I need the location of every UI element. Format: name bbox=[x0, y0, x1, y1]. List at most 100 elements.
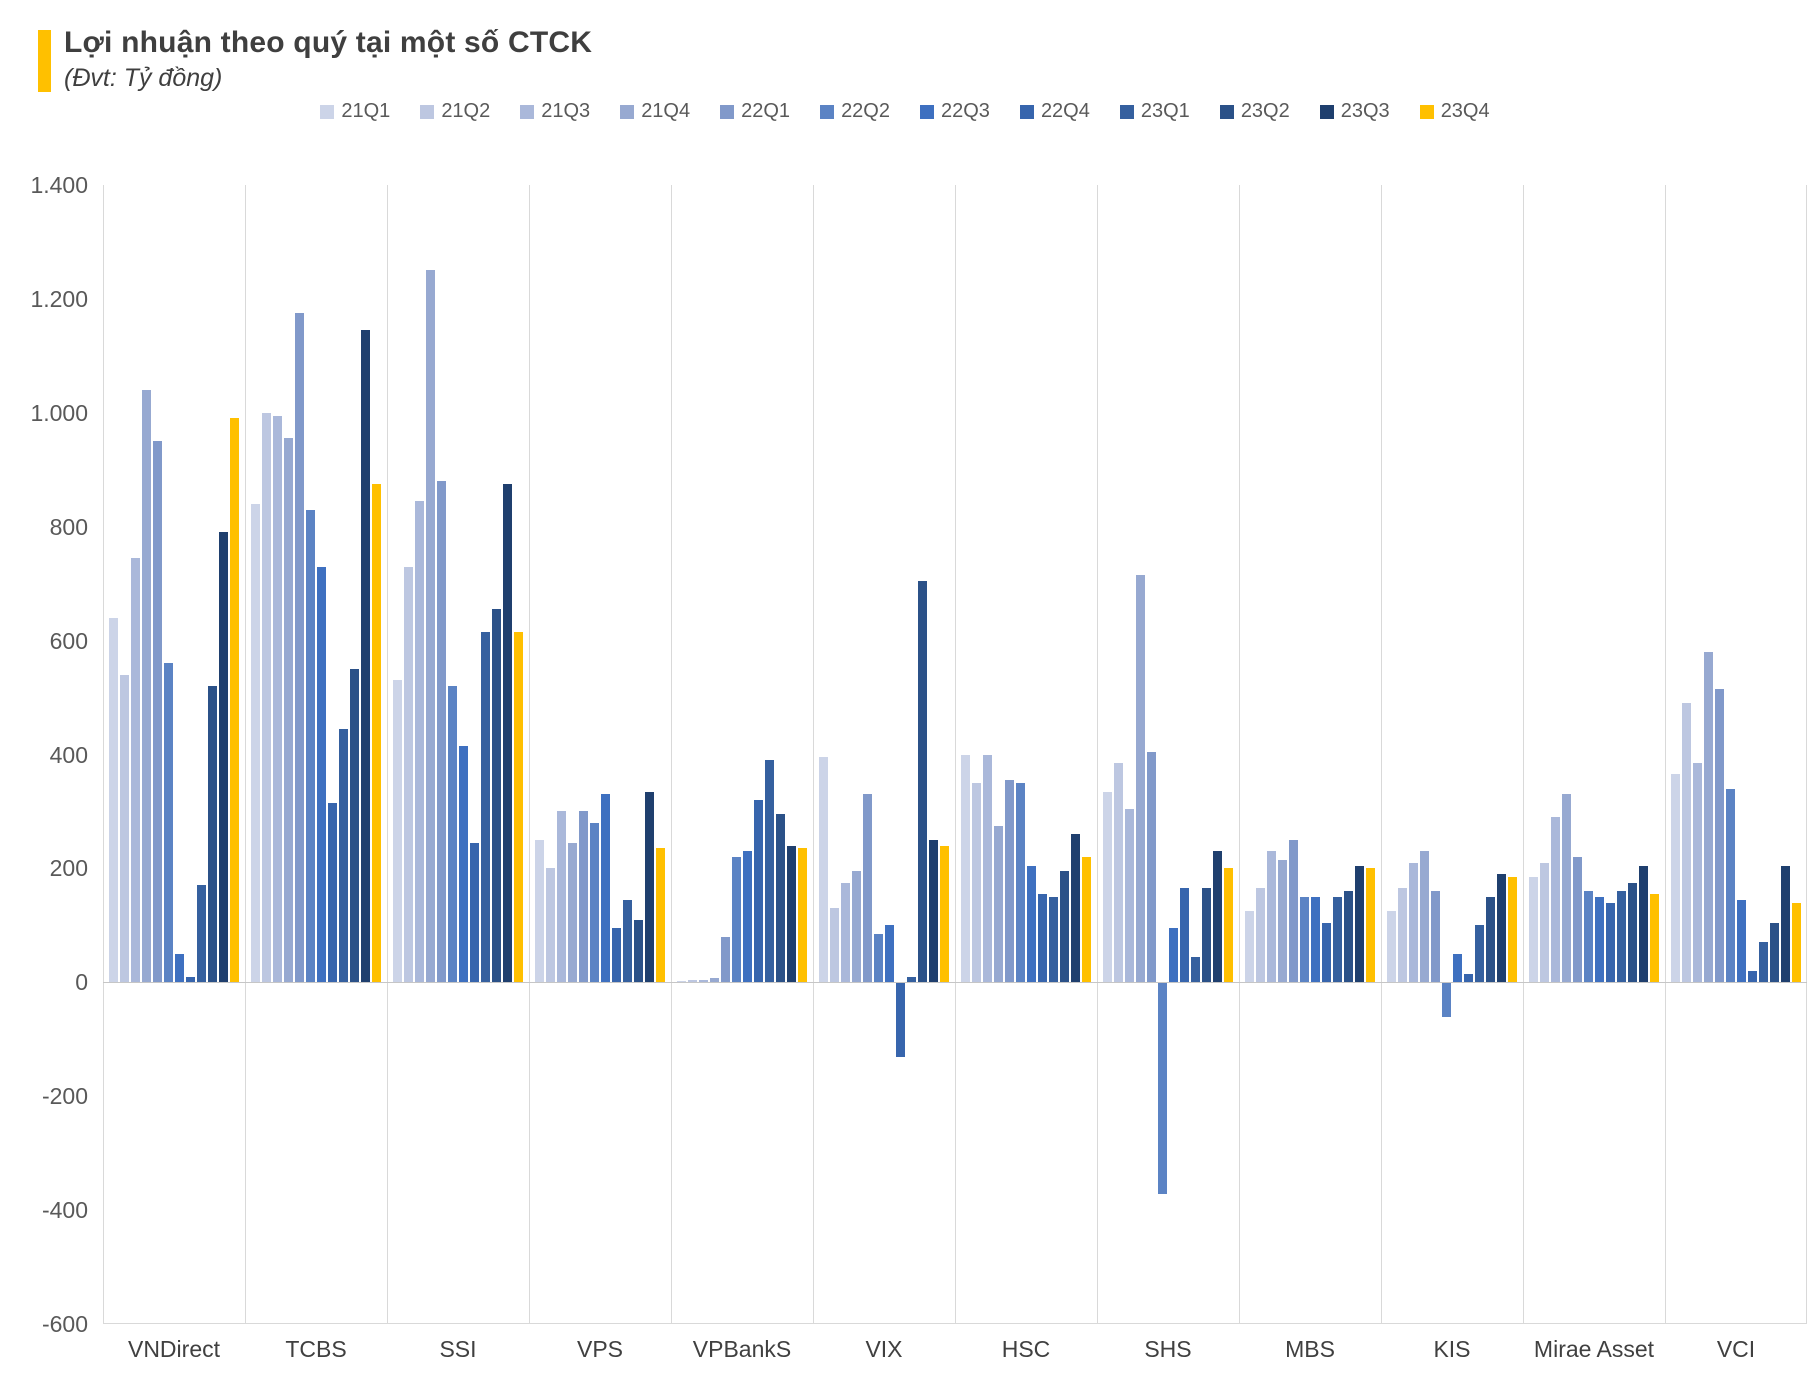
bar-22Q3 bbox=[1737, 899, 1746, 983]
bar-group-mirae-asset bbox=[1523, 185, 1665, 1324]
bar-23Q3 bbox=[645, 791, 654, 983]
bar-23Q1 bbox=[481, 632, 490, 983]
bar-22Q1 bbox=[295, 313, 304, 983]
bar-22Q3 bbox=[459, 745, 468, 983]
category-gridline bbox=[1806, 185, 1807, 1324]
x-axis-label: VNDirect bbox=[127, 1336, 220, 1362]
bar-23Q3 bbox=[1355, 865, 1364, 983]
legend-label: 21Q1 bbox=[341, 100, 391, 122]
y-tick-label: -200 bbox=[41, 1083, 88, 1110]
y-tick-label: 200 bbox=[49, 855, 88, 882]
legend-item-22Q1: 22Q1 bbox=[720, 100, 790, 123]
bar-22Q2 bbox=[1584, 891, 1593, 983]
bar-23Q1 bbox=[623, 899, 632, 983]
category-gridline bbox=[1381, 185, 1382, 1324]
bar-22Q1 bbox=[1715, 689, 1724, 983]
y-tick-label: 0 bbox=[75, 969, 88, 996]
bar-23Q3 bbox=[1781, 865, 1790, 983]
legend-label: 22Q1 bbox=[741, 100, 791, 122]
bar-23Q3 bbox=[219, 532, 228, 983]
bar-21Q2 bbox=[262, 412, 271, 983]
bar-23Q2 bbox=[918, 580, 927, 983]
bar-23Q4 bbox=[656, 848, 665, 983]
bar-23Q1 bbox=[907, 976, 916, 983]
bar-group-vci bbox=[1665, 185, 1807, 1324]
bar-21Q4 bbox=[710, 977, 719, 983]
bar-22Q2 bbox=[1158, 983, 1167, 1194]
category-gridline bbox=[1523, 185, 1524, 1324]
bar-21Q4 bbox=[1278, 859, 1287, 983]
bar-group-vix bbox=[813, 185, 955, 1324]
legend-item-22Q2: 22Q2 bbox=[820, 100, 890, 123]
bar-23Q2 bbox=[634, 919, 643, 983]
x-axis-label: HSC bbox=[1001, 1336, 1051, 1362]
x-axis-label: Mirae Asset bbox=[1533, 1336, 1655, 1362]
bar-22Q1 bbox=[721, 936, 730, 983]
bar-21Q2 bbox=[546, 868, 555, 983]
bar-23Q1 bbox=[765, 760, 774, 983]
plot-area bbox=[103, 185, 1807, 1324]
bar-23Q2 bbox=[1628, 882, 1637, 983]
bar-21Q2 bbox=[1256, 888, 1265, 983]
bar-21Q2 bbox=[404, 566, 413, 983]
bar-22Q1 bbox=[1431, 891, 1440, 983]
bar-22Q3 bbox=[1453, 953, 1462, 983]
bar-21Q2 bbox=[1398, 888, 1407, 983]
bar-22Q4 bbox=[1606, 902, 1615, 983]
bar-23Q4 bbox=[372, 483, 381, 983]
bar-23Q2 bbox=[1770, 922, 1779, 983]
x-axis-label: SHS bbox=[1144, 1336, 1192, 1362]
bar-22Q4 bbox=[1038, 894, 1047, 983]
bar-21Q4 bbox=[852, 871, 861, 983]
bar-23Q4 bbox=[798, 848, 807, 983]
bar-21Q3 bbox=[699, 980, 708, 983]
bar-21Q3 bbox=[131, 558, 140, 983]
bar-21Q3 bbox=[557, 811, 566, 983]
bar-21Q4 bbox=[142, 390, 151, 983]
legend-item-23Q3: 23Q3 bbox=[1319, 100, 1390, 123]
bar-21Q3 bbox=[415, 501, 424, 983]
bar-23Q1 bbox=[1333, 896, 1342, 983]
legend-item-23Q1: 23Q1 bbox=[1119, 100, 1190, 123]
legend-swatch-icon bbox=[1319, 104, 1334, 119]
bar-23Q1 bbox=[1759, 942, 1768, 983]
bar-23Q2 bbox=[1344, 891, 1353, 983]
legend-item-22Q4: 22Q4 bbox=[1019, 100, 1090, 123]
bar-21Q4 bbox=[568, 842, 577, 983]
bar-23Q4 bbox=[514, 632, 523, 983]
legend-item-21Q4: 21Q4 bbox=[620, 100, 690, 123]
bar-23Q4 bbox=[230, 418, 239, 983]
legend-swatch-icon bbox=[320, 104, 335, 119]
bar-22Q3 bbox=[1311, 896, 1320, 983]
legend-swatch-icon bbox=[420, 104, 435, 119]
bar-22Q3 bbox=[743, 851, 752, 983]
y-tick-label: -400 bbox=[41, 1197, 88, 1224]
bar-22Q3 bbox=[1169, 928, 1178, 983]
bar-21Q3 bbox=[273, 415, 282, 983]
legend-label: 23Q4 bbox=[1440, 100, 1490, 122]
bar-22Q2 bbox=[1442, 983, 1451, 1018]
category-gridline bbox=[245, 185, 246, 1324]
bar-23Q4 bbox=[940, 845, 949, 983]
bar-21Q4 bbox=[1704, 651, 1713, 983]
category-gridline bbox=[103, 185, 104, 1324]
bar-23Q4 bbox=[1792, 902, 1801, 983]
bar-23Q3 bbox=[361, 330, 370, 983]
y-tick-label: 600 bbox=[49, 627, 88, 654]
category-gridline bbox=[671, 185, 672, 1324]
bar-23Q3 bbox=[503, 483, 512, 983]
chart-header: Lợi nhuận theo quý tại một số CTCK (Đvt:… bbox=[38, 26, 592, 93]
bar-22Q2 bbox=[1300, 896, 1309, 983]
bar-23Q1 bbox=[197, 885, 206, 983]
legend-item-22Q3: 22Q3 bbox=[920, 100, 990, 123]
bar-21Q2 bbox=[1682, 703, 1691, 983]
category-gridline bbox=[387, 185, 388, 1324]
bar-21Q1 bbox=[1529, 876, 1538, 983]
bar-21Q1 bbox=[535, 839, 544, 983]
bar-21Q4 bbox=[284, 438, 293, 983]
bar-23Q4 bbox=[1650, 894, 1659, 983]
bar-21Q3 bbox=[1409, 862, 1418, 983]
bar-23Q2 bbox=[1486, 896, 1495, 983]
bar-21Q4 bbox=[1420, 851, 1429, 983]
